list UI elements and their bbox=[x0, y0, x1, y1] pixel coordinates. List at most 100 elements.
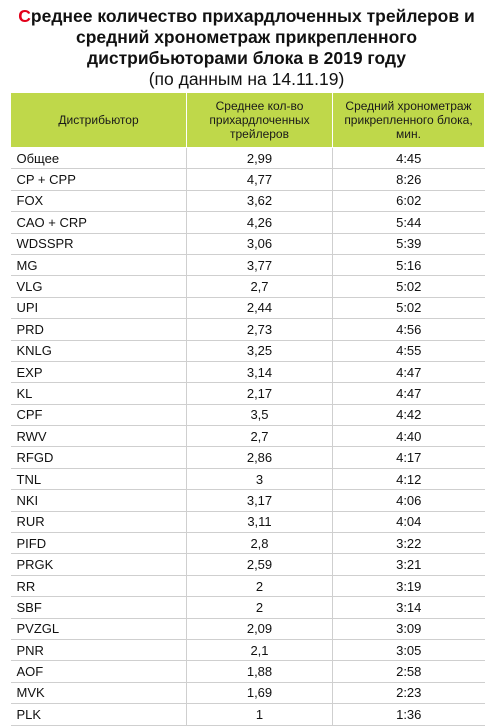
cell-avg-trailers: 2 bbox=[186, 596, 333, 619]
table-row: PNR 2,1 3:05 bbox=[10, 639, 485, 662]
table-row: SBF 2 3:14 bbox=[10, 596, 485, 619]
cell-avg-duration: 5:02 bbox=[332, 297, 485, 320]
table-row: KL 2,17 4:47 bbox=[10, 382, 485, 405]
cell-distributor: RR bbox=[10, 575, 187, 598]
table-row: AOF 1,88 2:58 bbox=[10, 660, 485, 683]
cell-avg-trailers: 3,14 bbox=[186, 361, 333, 384]
cell-avg-trailers: 3,06 bbox=[186, 233, 333, 255]
cell-distributor: WDSSPR bbox=[10, 233, 187, 255]
cell-distributor: UPI bbox=[10, 297, 187, 320]
cell-avg-duration: 2:23 bbox=[332, 682, 485, 705]
cell-distributor: CP + CPP bbox=[10, 168, 187, 191]
cell-avg-duration: 4:42 bbox=[332, 404, 485, 427]
table-row: PRD 2,73 4:56 bbox=[10, 318, 485, 341]
cell-avg-trailers: 3,17 bbox=[186, 489, 333, 512]
table-row: TNL 3 4:12 bbox=[10, 468, 485, 491]
cell-avg-trailers: 3,5 bbox=[186, 404, 333, 427]
table-row: PVZGL 2,09 3:09 bbox=[10, 618, 485, 640]
cell-distributor: PVZGL bbox=[10, 618, 187, 640]
cell-avg-trailers: 2,1 bbox=[186, 639, 333, 662]
cell-distributor: KNLG bbox=[10, 340, 187, 362]
cell-distributor: FOX bbox=[10, 190, 187, 213]
cell-distributor: PLK bbox=[10, 703, 187, 726]
table-row: RUR 3,11 4:04 bbox=[10, 511, 485, 534]
cell-distributor: PNR bbox=[10, 639, 187, 662]
cell-avg-trailers: 4,26 bbox=[186, 211, 333, 234]
cell-distributor: VLG bbox=[10, 275, 187, 298]
table-row: FOX 3,62 6:02 bbox=[10, 190, 485, 213]
table-row: RFGD 2,86 4:17 bbox=[10, 446, 485, 469]
table-row: NKI 3,17 4:06 bbox=[10, 489, 485, 512]
cell-avg-trailers: 1 bbox=[186, 703, 333, 726]
cell-avg-trailers: 3 bbox=[186, 468, 333, 491]
cell-avg-trailers: 2,7 bbox=[186, 425, 333, 448]
cell-avg-duration: 3:09 bbox=[332, 618, 485, 640]
cell-avg-trailers: 2,7 bbox=[186, 275, 333, 298]
cell-avg-duration: 4:40 bbox=[332, 425, 485, 448]
cell-avg-duration: 4:06 bbox=[332, 489, 485, 512]
header-row: Дистрибьютор Среднее кол-во прихардлочен… bbox=[10, 92, 485, 148]
cell-avg-duration: 5:02 bbox=[332, 275, 485, 298]
cell-distributor: MG bbox=[10, 254, 187, 277]
table-row: EXP 3,14 4:47 bbox=[10, 361, 485, 384]
cell-avg-trailers: 2,09 bbox=[186, 618, 333, 640]
cell-avg-trailers: 2,17 bbox=[186, 382, 333, 405]
page-title: Среднее количество прихардлоченных трейл… bbox=[0, 6, 493, 69]
cell-distributor: RFGD bbox=[10, 446, 187, 469]
cell-avg-trailers: 2,73 bbox=[186, 318, 333, 341]
cell-avg-trailers: 1,69 bbox=[186, 682, 333, 705]
cell-avg-trailers: 1,88 bbox=[186, 660, 333, 683]
cell-avg-duration: 3:21 bbox=[332, 553, 485, 576]
cell-avg-duration: 5:39 bbox=[332, 233, 485, 255]
cell-avg-trailers: 3,62 bbox=[186, 190, 333, 213]
table-row: MVK 1,69 2:23 bbox=[10, 682, 485, 705]
cell-distributor: PRGK bbox=[10, 553, 187, 576]
page-subtitle: (по данным на 14.11.19) bbox=[148, 69, 345, 89]
cell-distributor: CPF bbox=[10, 404, 187, 427]
cell-avg-duration: 4:12 bbox=[332, 468, 485, 491]
cell-distributor: EXP bbox=[10, 361, 187, 384]
table-row: CP + CPP 4,77 8:26 bbox=[10, 168, 485, 191]
cell-avg-duration: 4:47 bbox=[332, 382, 485, 405]
cell-avg-duration: 1:36 bbox=[332, 703, 485, 726]
cell-avg-trailers: 3,77 bbox=[186, 254, 333, 277]
cell-avg-duration: 5:16 bbox=[332, 254, 485, 277]
table-row: RR 2 3:19 bbox=[10, 575, 485, 598]
cell-distributor: PRD bbox=[10, 318, 187, 341]
cell-avg-duration: 3:19 bbox=[332, 575, 485, 598]
title-text: реднее количество прихардлоченных трейле… bbox=[30, 6, 475, 68]
table-row: UPI 2,44 5:02 bbox=[10, 297, 485, 320]
title-accent-letter: С bbox=[18, 6, 31, 26]
header-distributor: Дистрибьютор bbox=[10, 92, 187, 148]
table-row: PLK 1 1:36 bbox=[10, 703, 485, 726]
cell-avg-duration: 3:05 bbox=[332, 639, 485, 662]
cell-avg-trailers: 3,11 bbox=[186, 511, 333, 534]
cell-avg-duration: 5:44 bbox=[332, 211, 485, 234]
table-row: RWV 2,7 4:40 bbox=[10, 425, 485, 448]
cell-distributor: CAO + CRP bbox=[10, 211, 187, 234]
cell-distributor: RUR bbox=[10, 511, 187, 534]
cell-avg-trailers: 2,44 bbox=[186, 297, 333, 320]
cell-distributor: SBF bbox=[10, 596, 187, 619]
cell-distributor: AOF bbox=[10, 660, 187, 683]
cell-distributor: MVK bbox=[10, 682, 187, 705]
cell-distributor: KL bbox=[10, 382, 187, 405]
table-row: KNLG 3,25 4:55 bbox=[10, 340, 485, 362]
cell-avg-trailers: 2,86 bbox=[186, 446, 333, 469]
cell-avg-duration: 4:17 bbox=[332, 446, 485, 469]
cell-avg-duration: 4:56 bbox=[332, 318, 485, 341]
cell-distributor: TNL bbox=[10, 468, 187, 491]
table-row: CAO + CRP 4,26 5:44 bbox=[10, 211, 485, 234]
header-avg-duration: Средний хронометраж прикрепленного блока… bbox=[332, 92, 485, 148]
cell-avg-duration: 4:04 bbox=[332, 511, 485, 534]
cell-avg-duration: 4:47 bbox=[332, 361, 485, 384]
cell-avg-duration: 8:26 bbox=[332, 168, 485, 191]
cell-avg-duration: 3:14 bbox=[332, 596, 485, 619]
table-header: Дистрибьютор Среднее кол-во прихардлочен… bbox=[10, 92, 485, 148]
table-row: Общее 2,99 4:45 bbox=[10, 147, 485, 170]
distributor-table: Дистрибьютор Среднее кол-во прихардлочен… bbox=[10, 92, 485, 726]
cell-avg-trailers: 3,25 bbox=[186, 340, 333, 362]
cell-avg-trailers: 2,99 bbox=[186, 147, 333, 170]
cell-avg-trailers: 2 bbox=[186, 575, 333, 598]
table-row: MG 3,77 5:16 bbox=[10, 254, 485, 277]
